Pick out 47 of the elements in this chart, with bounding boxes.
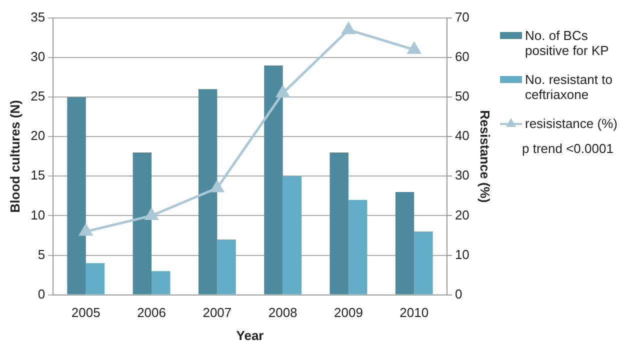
y2-tick-label: 10 [454, 246, 470, 262]
bar [67, 97, 86, 294]
y-tick-label: 35 [30, 10, 46, 25]
x-tick-label: 2006 [137, 305, 166, 320]
x-tick-label: 2005 [71, 305, 100, 320]
y-tick-label: 0 [38, 286, 46, 302]
y-tick-label: 15 [30, 168, 46, 183]
y-tick-label: 20 [30, 128, 46, 144]
y2-tick-label: 30 [454, 168, 470, 183]
point [210, 180, 224, 192]
bar [282, 176, 302, 294]
bar [395, 192, 414, 294]
y2-tick-label: 0 [454, 286, 462, 302]
point [408, 42, 421, 54]
y2-axis-title: Resistance (%) [478, 110, 493, 203]
legend-label: No. resistant to ceftriaxone [525, 72, 614, 102]
y-tick-label: 25 [30, 88, 46, 104]
bar [414, 232, 433, 294]
point [145, 208, 158, 220]
x-tick-label: 2007 [202, 305, 232, 320]
bar [217, 239, 236, 294]
y-axis-title: Blood cultures (N) [7, 100, 22, 213]
bar [152, 271, 170, 294]
bar [348, 200, 368, 294]
y2-tick-label: 40 [454, 128, 470, 144]
x-tick-label: 2008 [268, 305, 298, 320]
y-tick-label: 5 [38, 246, 46, 262]
point [79, 224, 92, 236]
y2-tick-label: 60 [454, 49, 470, 64]
x-tick-label: 2009 [334, 305, 363, 320]
y2-tick-label: 20 [454, 207, 470, 222]
text: p trend <0.0001 [522, 141, 614, 156]
x-axis-title: Year [236, 328, 264, 343]
bar [86, 263, 105, 294]
y-tick-label: 10 [30, 207, 46, 222]
bar [330, 152, 348, 294]
legend-label: resisistance (%) [525, 116, 618, 131]
point [342, 22, 355, 34]
legend-label: No. of BCs positive for KP [525, 28, 610, 58]
bar [198, 89, 218, 294]
point [276, 86, 290, 98]
bar [132, 152, 152, 294]
x-tick-label: 2010 [400, 305, 429, 320]
bar [264, 65, 283, 294]
y-tick-label: 30 [30, 49, 46, 64]
y2-tick-label: 70 [454, 10, 470, 25]
y2-tick-label: 50 [454, 88, 470, 104]
